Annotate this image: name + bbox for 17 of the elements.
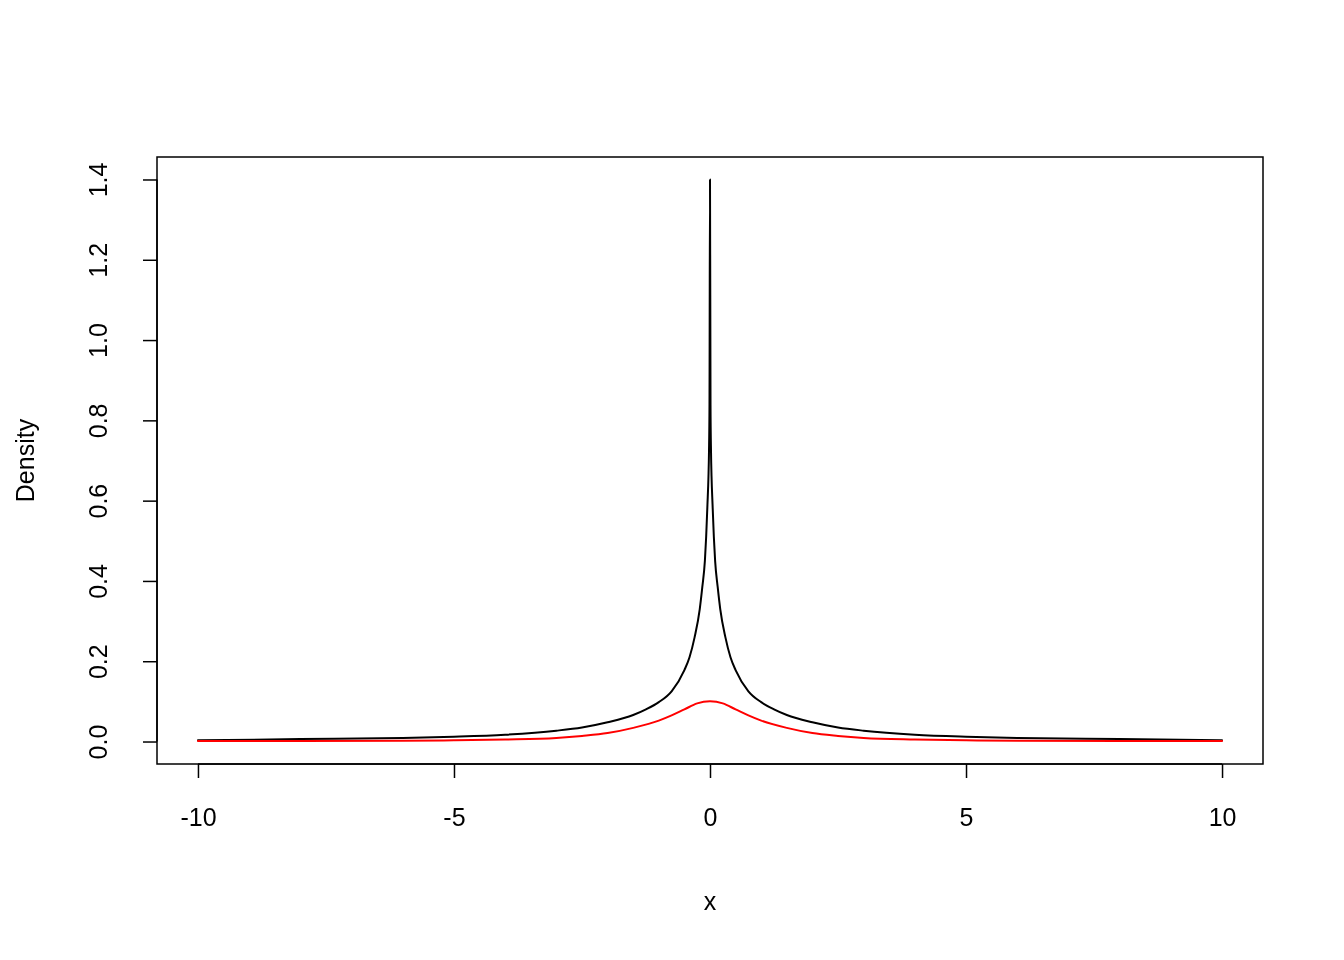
y-axis-title: Density [11,418,39,503]
x-tick-label: 5 [959,802,974,831]
line-series [196,700,1224,743]
y-tick-label: 1.2 [83,242,112,278]
x-tick-label: -5 [443,802,466,831]
y-tick-label: 0.4 [83,563,112,599]
x-axis-title: x [703,887,717,915]
y-tick-label: 0.6 [83,483,112,519]
line-series [196,178,1224,742]
y-tick-label: 1.4 [83,162,112,198]
y-tick-label: 0.8 [83,403,112,439]
x-tick-label: -10 [180,802,217,831]
y-tick-label: 0.0 [83,724,112,760]
y-tick-label: 1.0 [83,323,112,358]
x-tick-label: 0 [703,802,718,831]
x-tick-label: 10 [1208,802,1237,831]
y-tick-label: 0.2 [83,644,112,680]
